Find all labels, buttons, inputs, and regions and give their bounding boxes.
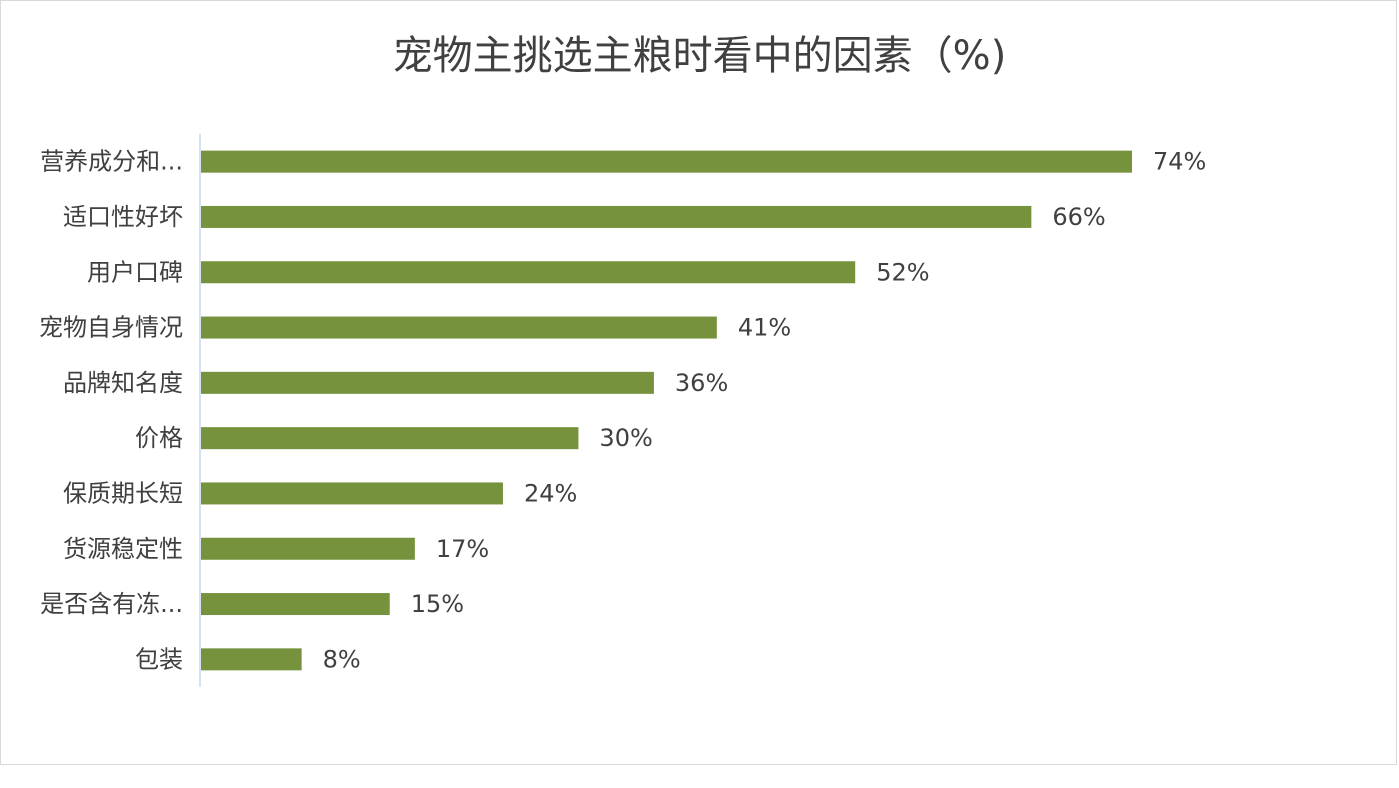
data-label: 24% [524,479,577,507]
category-label: 货源稳定性 [63,535,183,563]
category-label: 价格 [135,424,183,452]
category-label: 是否含有冻... [40,590,183,618]
category-label: 包装 [135,645,183,673]
category-label: 营养成分和... [40,148,183,176]
bar [201,648,302,671]
category-label: 宠物自身情况 [39,314,183,342]
bar [201,482,503,505]
bar [201,205,1032,228]
data-label: 74% [1153,148,1206,176]
chart-frame: 宠物主挑选主粮时看中的因素（%) 营养成分和... 74% 适口性好坏 66% 用户口碑… [0,0,1397,765]
bar [201,427,579,450]
bar [201,371,654,394]
data-label: 66% [1052,203,1105,231]
data-label: 30% [599,424,652,452]
category-label: 品牌知名度 [63,369,183,397]
category-label: 适口性好坏 [63,203,183,231]
bar [201,316,717,339]
data-label: 36% [675,369,728,397]
data-label: 17% [436,535,489,563]
category-label: 保质期长短 [63,479,183,507]
bar [201,537,415,560]
data-label: 8% [323,645,361,673]
data-label: 41% [738,314,791,342]
chart-plot: 营养成分和... 74% 适口性好坏 66% 用户口碑 52% 宠物自身情况 41% 品牌知名度… [39,134,1206,687]
chart-title: 宠物主挑选主粮时看中的因素（%) [392,33,1007,79]
bar [201,150,1132,173]
category-label: 用户口碑 [87,258,183,286]
data-label: 52% [876,258,929,286]
data-label: 15% [411,590,464,618]
bar [201,593,390,616]
bar [201,261,856,284]
